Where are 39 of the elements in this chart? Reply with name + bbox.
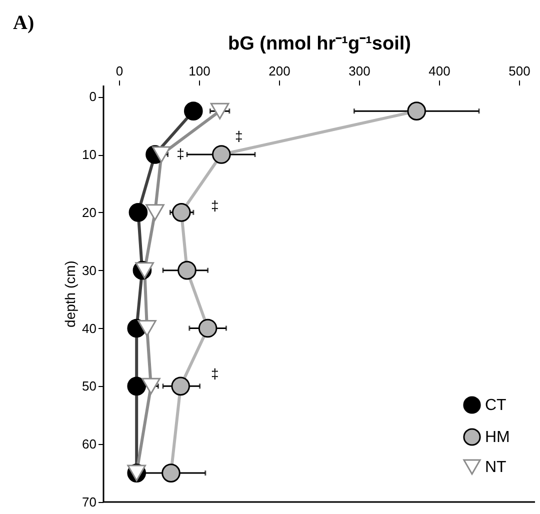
point [142,378,160,394]
point [162,464,180,482]
point [138,320,156,336]
legend-label: CT [485,397,507,414]
annotation: ‡ [235,128,243,144]
x-tick-label: 300 [348,64,370,78]
x-tick-label: 0 [116,64,124,78]
point [212,145,231,164]
point [127,376,146,396]
y-tick-label: 10 [82,147,96,162]
y-tick-label: 0 [89,89,96,104]
point [178,260,196,280]
point [184,102,203,120]
point [210,102,230,120]
x-axis-title: bG (nmol hr⁻¹g⁻¹soil) [228,34,411,54]
point [198,318,218,338]
point [128,203,148,222]
annotation: ‡ [176,146,184,162]
y-tick-label: 20 [82,204,96,220]
y-axis-title: depth (cm) [62,260,78,328]
x-tick-label: 500 [508,64,530,78]
y-tick-label: 40 [82,320,96,336]
x-tick-label: 200 [268,64,290,78]
y-tick-label: 70 [82,494,96,510]
annotation: ‡ [211,198,219,214]
point [171,376,190,396]
legend-label: NT [485,459,507,476]
x-tick-label: 100 [188,64,210,78]
text: A) [13,12,34,34]
y-tick-label: 50 [82,378,96,394]
legend-label: HM [485,429,510,446]
point [172,203,191,222]
y-tick-label: 60 [82,436,96,452]
annotation: ‡ [211,366,219,382]
y-tick-label: 30 [82,262,96,278]
point [152,146,171,163]
point [407,102,426,120]
point [146,204,164,221]
x-tick-label: 400 [428,64,450,78]
